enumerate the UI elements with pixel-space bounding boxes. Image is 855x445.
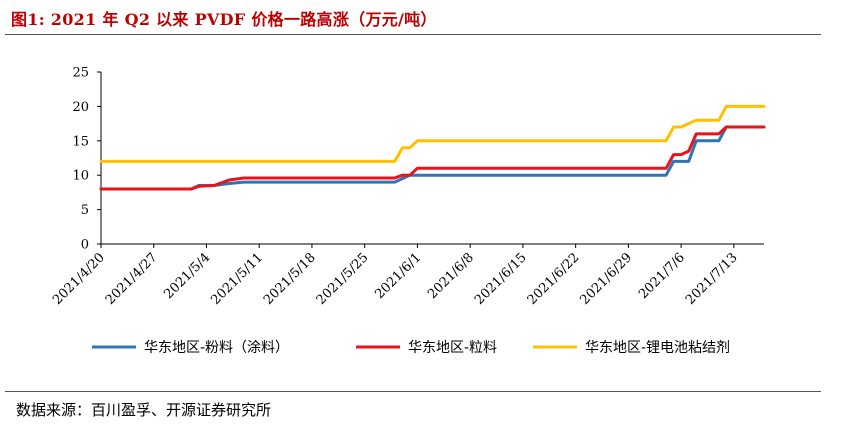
x-tick-label: 2021/6/1 [372,250,424,302]
page-title: 图1: 2021 年 Q2 以来 PVDF 价格一路高涨（万元/吨） [11,10,437,29]
footer-rule [5,391,821,392]
x-tick-label: 2021/7/6 [636,250,688,302]
y-tick-label: 5 [81,203,89,218]
y-tick-label: 20 [72,100,89,115]
x-tick-label: 2021/6/15 [472,250,530,308]
legend-label: 华东地区-锂电池粘结剂 [585,340,730,356]
x-tick-label: 2021/6/8 [425,250,477,302]
x-tick-label: 2021/5/4 [161,250,213,302]
x-tick-label: 2021/5/25 [314,250,372,308]
y-tick-label: 25 [72,66,89,81]
series-line [99,125,766,191]
series-line [99,104,766,163]
x-tick-label: 2021/5/18 [261,250,319,308]
x-tick-label: 2021/5/11 [208,250,266,308]
x-tick-label: 2021/7/13 [683,250,741,308]
x-tick-label: 2021/6/22 [525,250,583,308]
x-tick-label: 2021/4/27 [103,250,161,308]
title-rule [5,34,821,35]
x-tick-label: 2021/6/29 [577,250,635,308]
y-tick-label: 0 [81,238,89,253]
series-line [99,125,766,191]
source-note: 数据来源：百川盈孚、开源证券研究所 [16,401,272,419]
series-lines [99,104,766,191]
chart-axes [100,72,764,245]
legend-label: 华东地区-粒料 [408,340,497,356]
y-axis-ticks: 0 5 10 15 20 25 [72,66,101,253]
chart-legend: 华东地区-粉料（涂料） 华东地区-粒料 华东地区-锂电池粘结剂 [92,340,730,356]
x-tick-label: 2021/4/20 [50,250,108,308]
y-tick-label: 10 [72,169,89,184]
legend-label: 华东地区-粉料（涂料） [144,340,289,356]
y-tick-label: 15 [72,134,89,149]
